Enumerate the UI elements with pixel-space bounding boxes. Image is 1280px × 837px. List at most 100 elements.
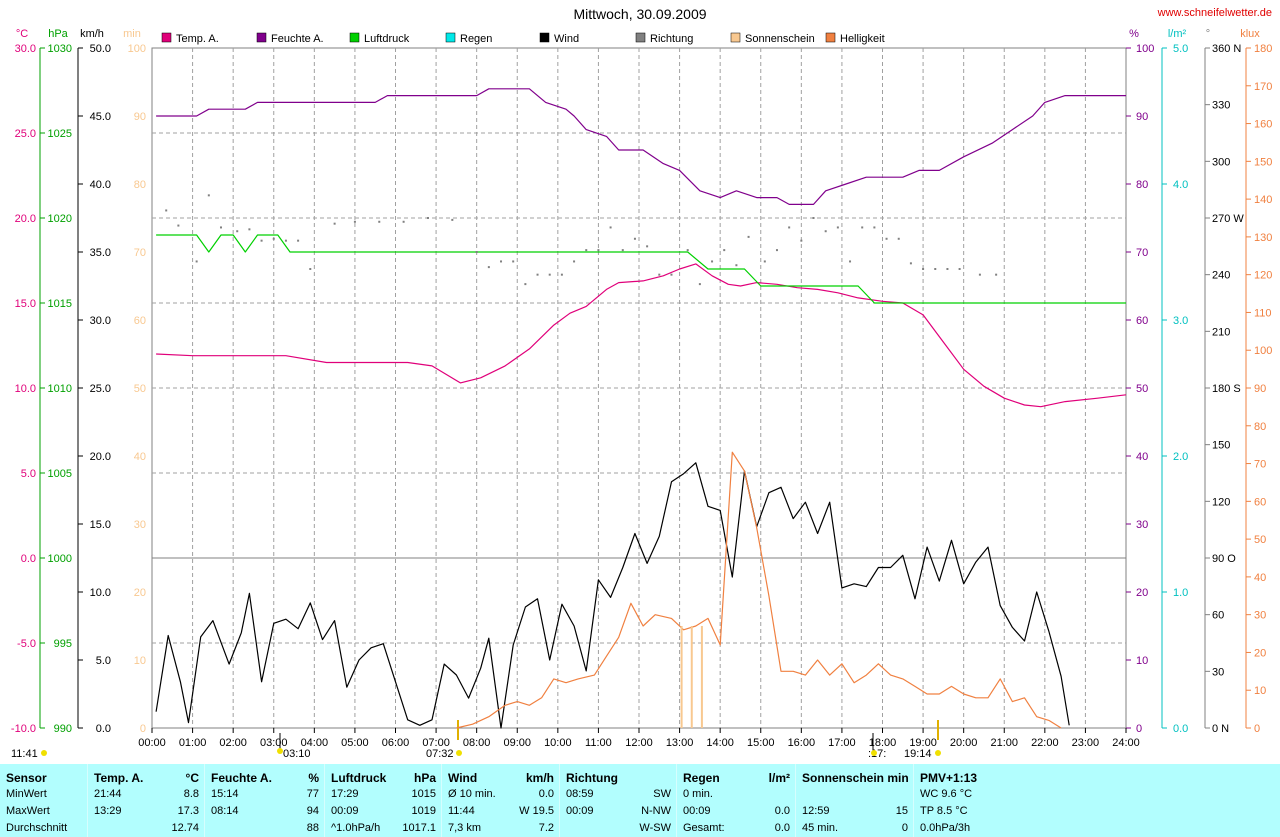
sun-icon xyxy=(456,750,462,756)
pressure-tick: 1030 xyxy=(48,43,72,55)
legend-swatch xyxy=(730,32,741,43)
site-url: www.schneifelwetter.de xyxy=(1157,7,1272,19)
legend-item-3: Regen xyxy=(445,32,492,45)
wind-tick: 40.0 xyxy=(90,179,111,191)
time-tick: 03:00 xyxy=(260,737,288,749)
lux-tick: 150 xyxy=(1254,156,1272,168)
stats-row: 08:59 SW xyxy=(566,786,671,802)
time-tick: 02:00 xyxy=(219,737,247,749)
stats-row: PMV+1:13 xyxy=(920,770,1008,786)
stats-cell: 0 xyxy=(901,822,908,834)
stats-row: 11:44 W 19.5 xyxy=(448,803,554,819)
sun-tick: 0 xyxy=(140,723,146,735)
lux-tick: 40 xyxy=(1254,572,1266,584)
sun-tick: 10 xyxy=(134,655,146,667)
stats-block-1: Temp. A. °C 21:44 8.8 13:29 17.3 12.74 xyxy=(87,764,205,837)
humidity-tick: 70 xyxy=(1136,247,1148,259)
direction-point xyxy=(686,249,689,252)
wind-tick: 5.0 xyxy=(96,655,111,667)
moon-icon xyxy=(277,748,283,754)
stats-row: Sonnenschein min xyxy=(802,770,909,786)
direction-tick: 210 xyxy=(1212,326,1230,338)
stats-row: Temp. A. °C xyxy=(94,770,199,786)
stats-cell: Feuchte A. xyxy=(211,771,272,785)
stats-cell: hPa xyxy=(413,771,436,785)
direction-point xyxy=(207,194,210,197)
lux-tick: 70 xyxy=(1254,459,1266,471)
direction-point xyxy=(873,226,876,229)
humidity-tick: 0 xyxy=(1136,723,1142,735)
chart-canvas: Mittwoch, 30.09.2009 www.schneifelwetter.… xyxy=(11,6,1272,760)
time-tick: 23:00 xyxy=(1072,737,1100,749)
direction-point xyxy=(272,237,275,240)
right-unit-3: klux xyxy=(1240,28,1260,40)
stats-cell: W-SW xyxy=(639,822,671,834)
direction-tick: 30 xyxy=(1212,666,1224,678)
lux-tick: 20 xyxy=(1254,647,1266,659)
direction-point xyxy=(788,226,791,229)
lux-tick: 10 xyxy=(1254,685,1266,697)
time-tick: 11:00 xyxy=(585,737,612,749)
stats-row xyxy=(802,786,908,802)
direction-point xyxy=(861,226,864,229)
legend-swatch xyxy=(161,32,172,43)
stats-cell: 45 min. xyxy=(802,822,839,834)
stats-row: MaxWert xyxy=(6,803,81,819)
stats-panel: Sensor MinWert MaxWert Durchschnitt Temp. A.… xyxy=(0,764,1280,837)
time-tick: 13:00 xyxy=(666,737,694,749)
stats-cell: 12.74 xyxy=(171,822,199,834)
direction-point xyxy=(897,237,900,240)
pressure-tick: 995 xyxy=(54,638,72,650)
stats-cell: 1019 xyxy=(411,805,436,817)
humidity-tick: 100 xyxy=(1136,43,1154,55)
direction-point xyxy=(824,230,827,233)
stats-cell: 15 xyxy=(895,805,908,817)
pressure-tick: 1005 xyxy=(48,468,72,480)
stats-cell: 08:59 xyxy=(566,788,594,800)
direction-point xyxy=(723,249,726,252)
stats-row: Gesamt: 0.0 xyxy=(683,820,790,836)
direction-point xyxy=(548,273,551,276)
direction-point xyxy=(747,235,750,238)
stats-cell: Gesamt: xyxy=(683,822,725,834)
stats-row: Durchschnitt xyxy=(6,820,81,836)
humidity-tick: 30 xyxy=(1136,519,1148,531)
stats-row: W-SW xyxy=(566,820,671,836)
direction-point xyxy=(487,266,490,269)
direction-point xyxy=(353,220,356,223)
stats-cell: 8.8 xyxy=(183,788,199,800)
stats-cell: MaxWert xyxy=(6,805,50,817)
stats-row: 08:14 94 xyxy=(211,803,319,819)
temp-tick: 30.0 xyxy=(15,43,36,55)
stats-cell: 88 xyxy=(306,822,319,834)
temp-tick: 25.0 xyxy=(15,128,36,140)
direction-point xyxy=(219,226,222,229)
direction-point xyxy=(609,226,612,229)
direction-point xyxy=(402,220,405,223)
direction-point xyxy=(934,268,937,270)
lux-tick: 90 xyxy=(1254,383,1266,395)
stats-cell: W 19.5 xyxy=(519,805,554,817)
direction-point xyxy=(195,260,198,263)
stats-row: Ø 10 min. 0.0 xyxy=(448,786,554,802)
legend-swatch xyxy=(539,32,550,43)
stats-row: Wind km/h xyxy=(448,770,554,786)
stats-cell: ^1.0hPa/h xyxy=(331,822,381,834)
humidity-tick: 20 xyxy=(1136,587,1148,599)
stats-cell: N-NW xyxy=(641,805,671,817)
direction-tick: 0 N xyxy=(1212,723,1229,735)
stats-cell: km/h xyxy=(525,771,554,785)
stats-cell: 77 xyxy=(306,788,319,800)
legend-label: Helligkeit xyxy=(840,33,885,45)
stats-cell: 13:29 xyxy=(94,805,122,817)
direction-point xyxy=(297,239,300,242)
temp-tick: -5.0 xyxy=(17,638,36,650)
direction-point xyxy=(658,273,661,276)
stats-cell: 11:44 xyxy=(448,805,475,817)
sun-tick: 70 xyxy=(134,247,146,259)
sun-tick: 30 xyxy=(134,519,146,531)
stats-cell: 1015 xyxy=(411,788,436,800)
wind-tick: 45.0 xyxy=(90,111,111,123)
legend-item-5: Richtung xyxy=(635,32,693,45)
left-unit-1: hPa xyxy=(48,28,68,40)
